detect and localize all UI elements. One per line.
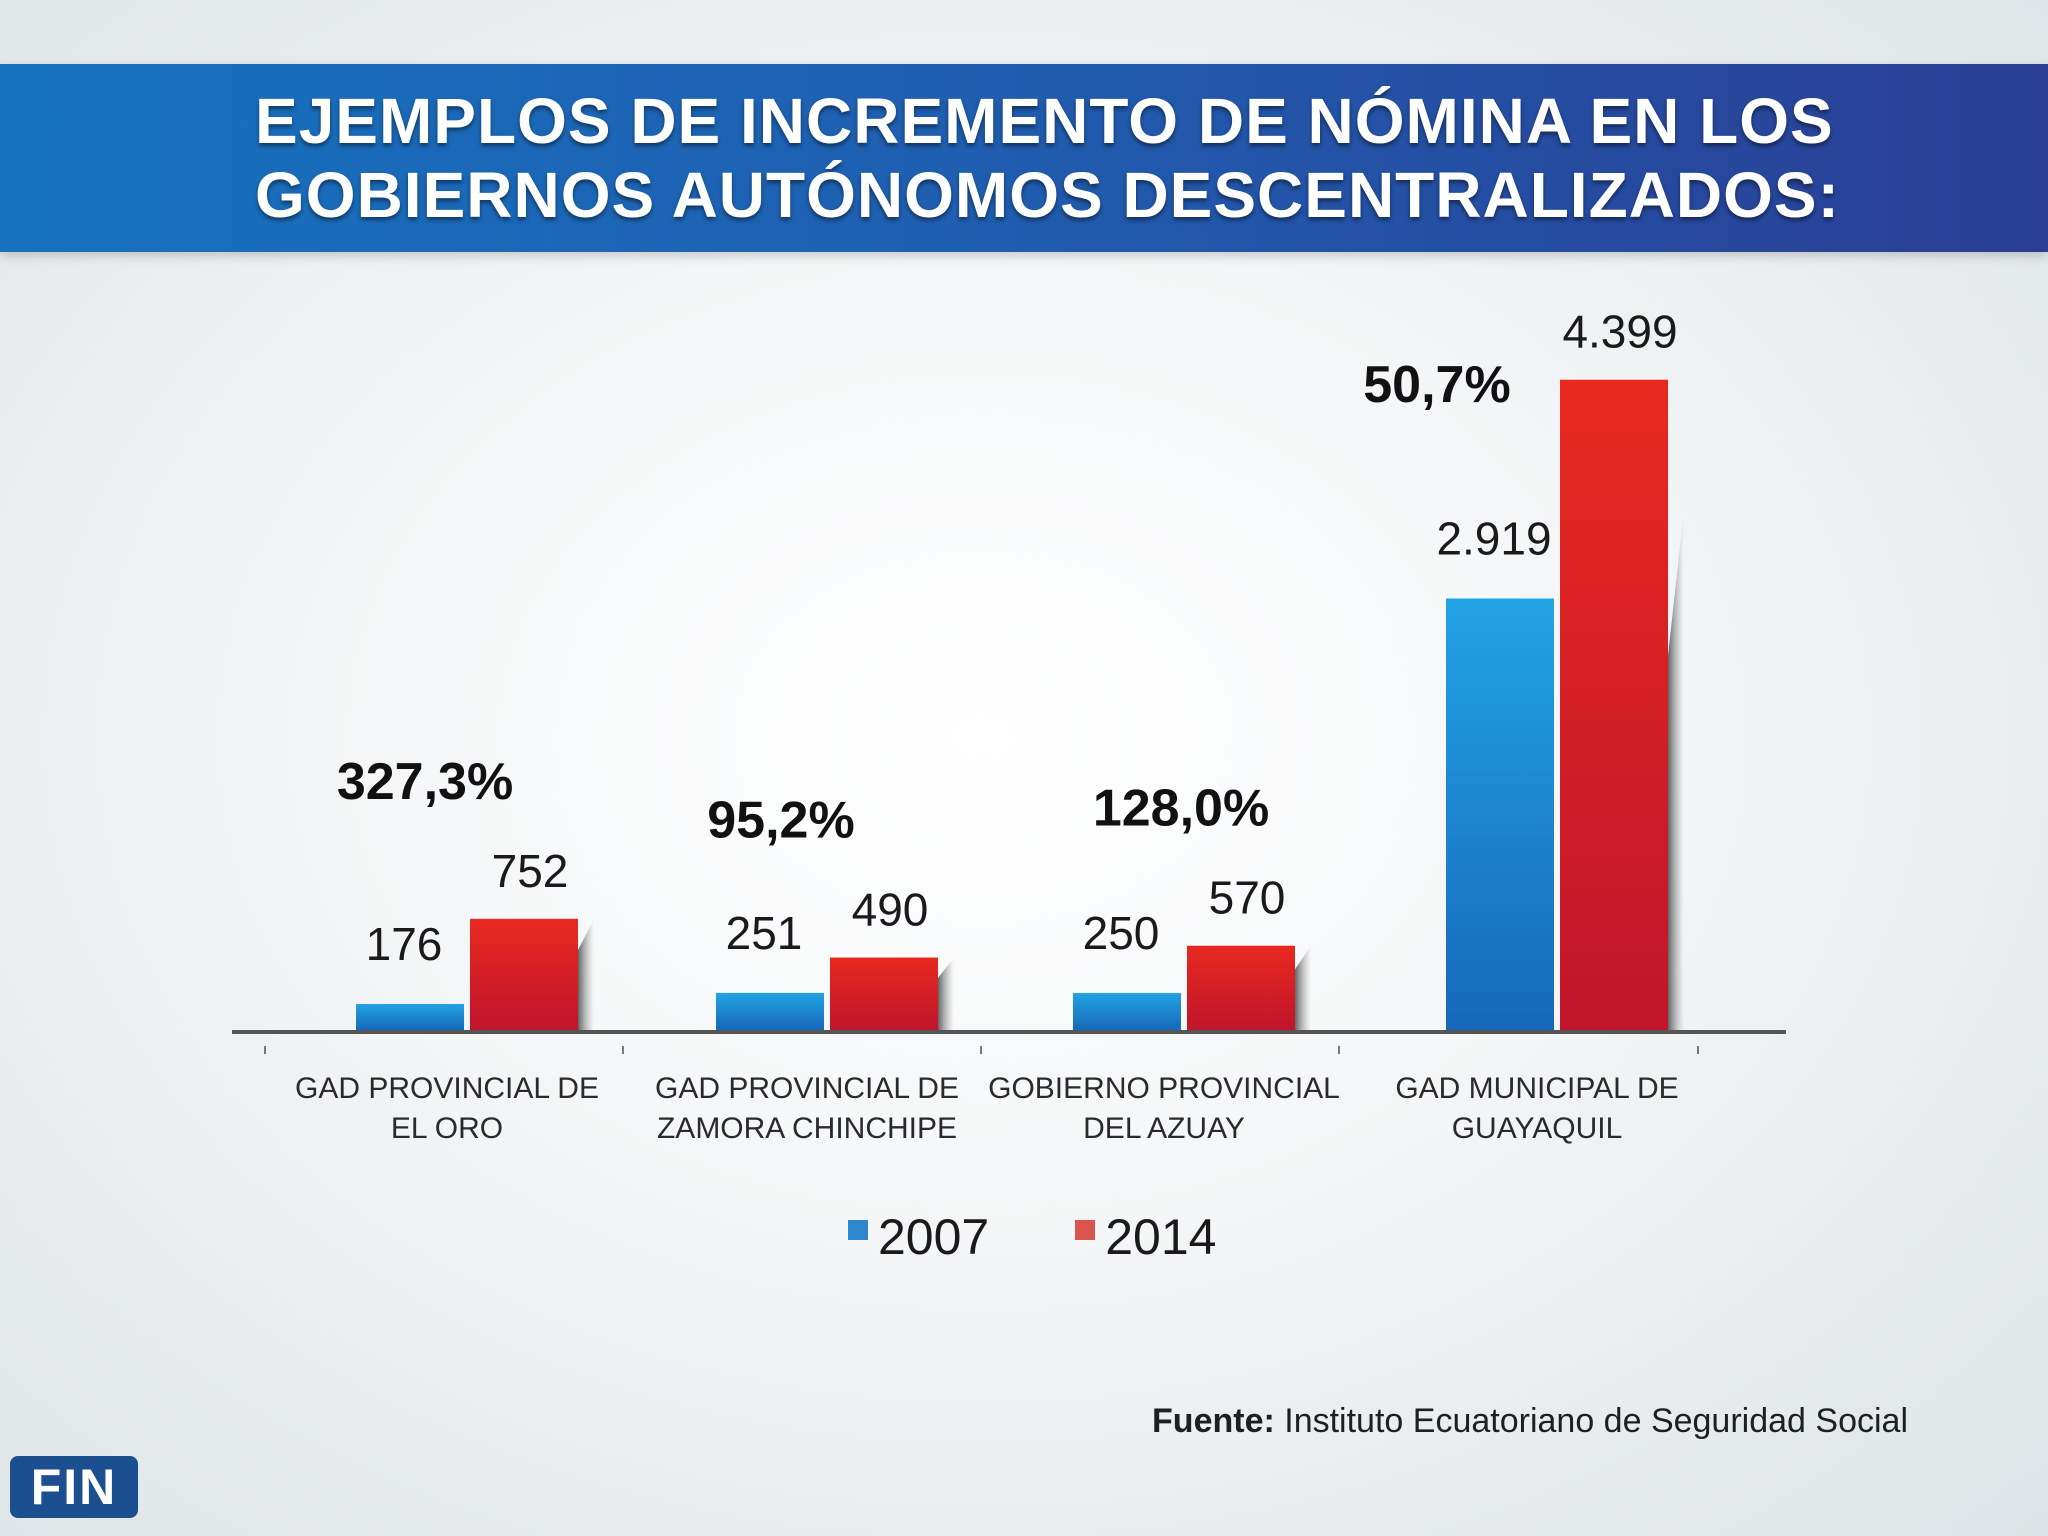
bar-2014-1	[830, 957, 938, 1030]
category-label-1-line-0: GAD PROVINCIAL DE	[655, 1072, 959, 1105]
pct-annotation-0: 327,3%	[337, 753, 513, 811]
source-label: Fuente:	[1152, 1402, 1275, 1440]
bar-2014-0	[470, 918, 578, 1030]
bar-2007-1	[716, 992, 824, 1030]
source-text: Instituto Ecuatoriano de Seguridad Socia…	[1274, 1402, 1908, 1440]
category-label-2-line-0: GOBIERNO PROVINCIAL	[988, 1072, 1340, 1105]
legend-label-2007: 2007	[878, 1209, 990, 1265]
bar-shadow	[1295, 945, 1311, 1030]
value-label-2007-0: 176	[366, 918, 443, 970]
source-note: Fuente: Instituto Ecuatoriano de Segurid…	[1152, 1402, 1908, 1441]
pct-annotation-3: 50,7%	[1363, 356, 1510, 414]
bar-2007-2	[1073, 993, 1181, 1030]
category-label-2-line-1: DEL AZUAY	[1083, 1112, 1245, 1145]
category-label-3-line-0: GAD MUNICIPAL DE	[1395, 1072, 1678, 1105]
category-label-0-line-1: EL ORO	[391, 1112, 503, 1145]
title-banner	[0, 64, 2048, 252]
value-label-2014-2: 570	[1209, 872, 1286, 924]
pct-annotation-1: 95,2%	[707, 792, 854, 850]
value-label-2007-3: 2.919	[1436, 512, 1551, 564]
bar-2007-0	[356, 1003, 464, 1030]
legend-item-2014: 2014	[1075, 1208, 1216, 1266]
legend-swatch-2007	[848, 1220, 868, 1240]
value-label-2014-0: 752	[492, 845, 569, 897]
value-label-2007-2: 250	[1083, 907, 1160, 959]
value-label-2014-3: 4.399	[1562, 306, 1677, 358]
value-label-2007-1: 251	[726, 907, 803, 959]
legend-swatch-2014	[1075, 1220, 1096, 1240]
legend-label-2014: 2014	[1105, 1209, 1217, 1265]
title-line-2: GOBIERNOS AUTÓNOMOS DESCENTRALIZADOS:	[255, 159, 1840, 231]
category-label-0-line-0: GAD PROVINCIAL DE	[295, 1072, 599, 1105]
bar-2014-3	[1560, 379, 1668, 1031]
chart-title: EJEMPLOS DE INCREMENTO DE NÓMINA EN LOS …	[255, 84, 1855, 232]
pct-annotation-2: 128,0%	[1093, 780, 1269, 838]
bar-2014-2	[1187, 945, 1295, 1030]
fin-badge: FIN	[10, 1456, 138, 1518]
title-line-1: EJEMPLOS DE INCREMENTO DE NÓMINA EN LOS	[255, 85, 1834, 157]
bar-2007-3	[1446, 598, 1554, 1030]
bar-shadow	[1668, 510, 1684, 1030]
category-label-3-line-1: GUAYAQUIL	[1452, 1112, 1623, 1145]
legend: 2007 2014	[848, 1208, 1302, 1266]
bar-shadow	[938, 957, 954, 1030]
category-label-1-line-1: ZAMORA CHINCHIPE	[657, 1112, 957, 1145]
bar-shadow	[578, 918, 594, 1030]
value-label-2014-1: 490	[852, 884, 929, 936]
legend-item-2007: 2007	[848, 1208, 989, 1266]
